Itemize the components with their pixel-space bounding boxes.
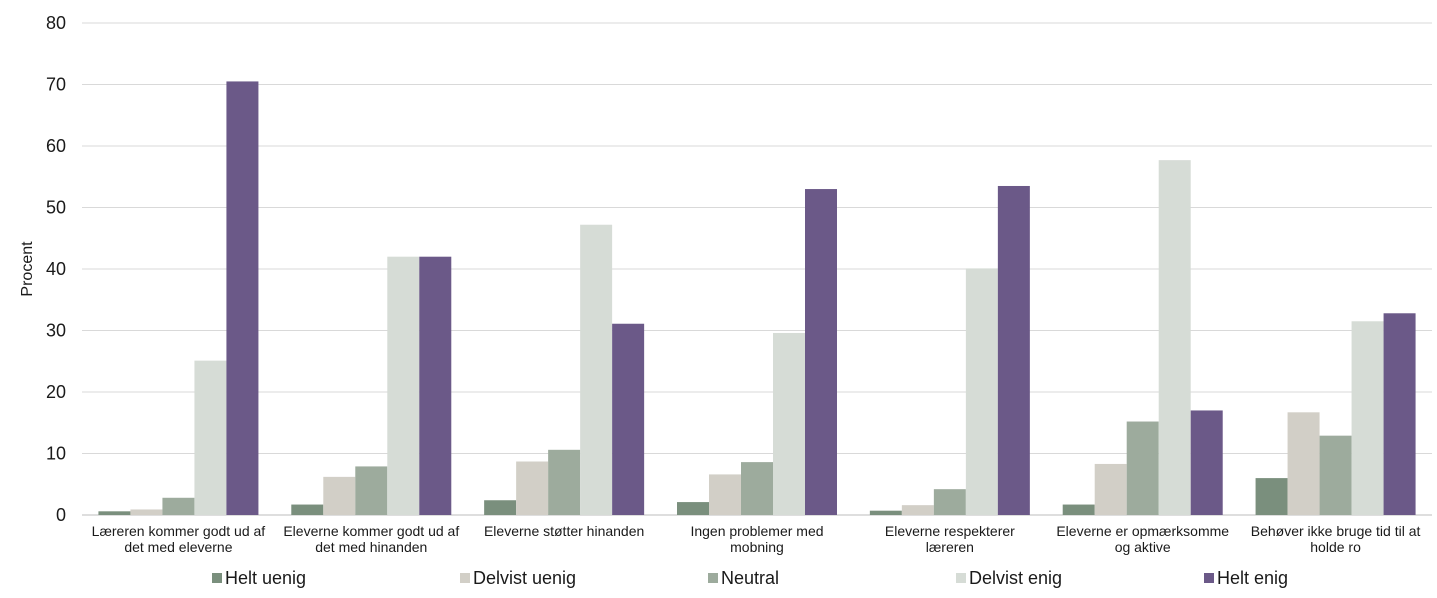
bar-neutral [1319,435,1352,515]
legend-label: Delvist enig [969,568,1062,588]
bar-delvist-uenig [1287,412,1320,515]
x-tick-label: Læreren kommer godt ud af det med elevern… [92,523,266,555]
bar-helt-uenig [1062,504,1095,515]
bar-helt-enig [805,189,837,516]
x-tick-label: Eleverne respekterer læreren [885,523,1015,555]
bar-helt-uenig [677,502,709,515]
y-tick-label: 20 [46,382,66,402]
y-tick-label: 60 [46,136,66,156]
bar-helt-enig [612,323,645,515]
bar-delvist-uenig [323,476,356,515]
bar-helt-uenig [869,510,902,515]
gridlines [82,22,1432,516]
y-tick-label: 80 [46,13,66,33]
y-tick-label: 10 [46,444,66,464]
y-axis: 0 10 20 30 40 50 60 70 80 [46,13,66,525]
bars [98,81,1416,516]
bar-delvist-enig [387,256,420,515]
legend-label: Helt enig [1217,568,1288,588]
legend: Helt uenig Delvist uenig Neutral Delvist en… [212,568,1288,588]
bar-delvist-uenig [1094,463,1127,515]
bar-delvist-uenig [516,461,549,515]
bar-delvist-enig [965,268,998,515]
legend-label: Delvist uenig [473,568,576,588]
y-tick-label: 0 [56,505,66,525]
legend-swatch [956,573,966,583]
bar-neutral [741,462,773,515]
x-axis: Læreren kommer godt ud af det med elevern… [92,523,1421,555]
bar-helt-enig [226,81,259,516]
bar-delvist-enig [194,360,227,515]
bar-delvist-enig [1158,160,1191,515]
x-tick-label: Eleverne kommer godt ud af det med hinand… [283,523,459,555]
y-tick-label: 40 [46,259,66,279]
bar-helt-enig [1190,410,1223,515]
bar-delvist-uenig [130,509,163,515]
y-axis-title: Procent [19,241,36,297]
legend-label: Helt uenig [225,568,306,588]
legend-swatch [212,573,222,583]
bar-helt-uenig [98,511,131,515]
bar-delvist-uenig [901,505,934,515]
bar-delvist-enig [580,224,613,515]
bar-helt-enig [419,256,452,515]
y-tick-label: 30 [46,321,66,341]
legend-swatch [1204,573,1214,583]
legend-swatch [708,573,718,583]
x-tick-label: Eleverne støtter hinanden [484,523,644,539]
legend-swatch [460,573,470,583]
bar-neutral [162,497,195,515]
bar-delvist-uenig [709,474,741,515]
legend-label: Neutral [721,568,779,588]
x-tick-label: Eleverne er opmærksomme og aktive [1056,523,1229,555]
bar-neutral [355,466,388,515]
bar-helt-uenig [291,504,324,515]
y-tick-label: 50 [46,198,66,218]
bar-neutral [933,489,966,515]
bar-neutral [1126,421,1159,515]
bar-helt-uenig [1255,478,1288,515]
x-tick-label: Ingen problemer med mobning [690,523,823,555]
bar-helt-uenig [484,500,517,515]
bar-delvist-enig [1351,321,1384,515]
bar-helt-enig [1383,313,1416,515]
y-tick-label: 70 [46,75,66,95]
bar-neutral [548,449,581,515]
x-tick-label: Behøver ikke bruge tid til at holde ro [1251,523,1421,555]
bar-delvist-enig [773,332,805,515]
bar-helt-enig [997,185,1030,516]
